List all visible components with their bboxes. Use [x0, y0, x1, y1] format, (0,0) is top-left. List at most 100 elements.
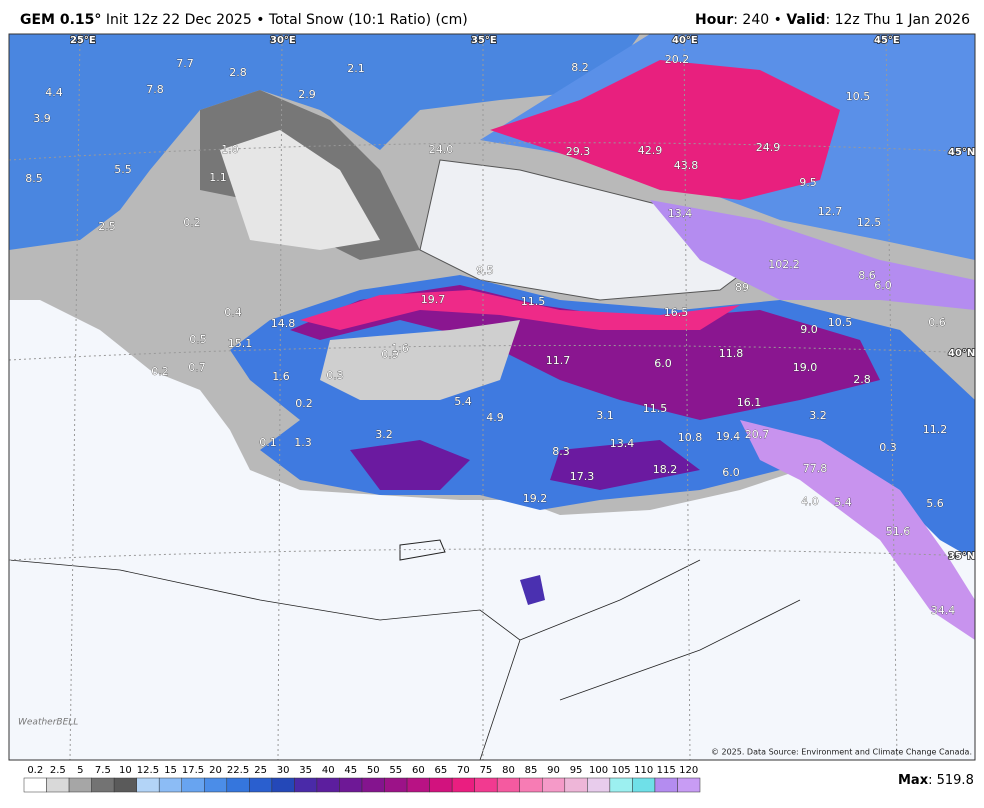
point-value: 34.4: [931, 604, 956, 617]
snow-pale: [220, 130, 380, 250]
colorbar-label: 95: [570, 765, 583, 776]
color-swatch: [158, 777, 182, 793]
color-swatch: [226, 777, 250, 793]
grid-label: 40°E: [672, 35, 698, 46]
point-value: 11.8: [719, 347, 744, 360]
color-swatch: [68, 777, 92, 793]
point-value: 4.4: [45, 86, 63, 99]
point-value: 0.3: [879, 441, 897, 454]
colorbar-label: 110: [634, 765, 653, 776]
colorbar-label: 60: [412, 765, 425, 776]
point-value: 0.2: [151, 365, 169, 378]
colorbar-label: 75: [480, 765, 493, 776]
map: 25°E 30°E 35°E 40°E 45°E 45°N 40°N 35°N 4.4 7.7 2.…: [9, 34, 975, 760]
point-value: 6.0: [722, 466, 740, 479]
point-value: 0.1: [259, 436, 277, 449]
grid-label: 45°E: [874, 35, 900, 46]
point-value: 10.8: [678, 431, 703, 444]
colorbar-label: 25: [254, 765, 267, 776]
point-value: 8.2: [571, 61, 589, 74]
grid-label: 45°N: [948, 147, 975, 158]
map-frame: [8, 33, 976, 761]
point-value: 20.7: [745, 428, 770, 441]
point-value: 11.5: [521, 295, 546, 308]
point-value: 24.9: [756, 141, 781, 154]
colorbar-label: 12.5: [137, 765, 159, 776]
colorbar-label: 2.5: [50, 765, 66, 776]
point-value: 9.5: [799, 176, 817, 189]
point-value: 2.8: [229, 66, 247, 79]
color-swatch: [271, 777, 295, 793]
color-swatch: [406, 777, 430, 793]
color-swatch: [632, 777, 656, 793]
color-swatch: [474, 777, 498, 793]
colorbar-label: 17.5: [182, 765, 204, 776]
color-swatch: [654, 777, 678, 793]
point-value: 2.1: [347, 62, 365, 75]
plateau: [320, 320, 520, 400]
colorbar-label: 115: [657, 765, 676, 776]
point-value: 77.8: [803, 462, 828, 475]
point-value: 5.4: [834, 496, 852, 509]
color-swatch: [496, 777, 520, 793]
point-value: 6.0: [654, 357, 672, 370]
point-value: 8.6: [858, 269, 876, 282]
color-swatch: [46, 777, 70, 793]
point-value: 1.0: [221, 143, 239, 156]
grid-label: 40°N: [948, 348, 975, 359]
point-value: 19.0: [793, 361, 818, 374]
point-value: 12.7: [818, 205, 843, 218]
snow-zagros: [740, 420, 975, 640]
color-swatch: [451, 777, 475, 793]
snow-purple: [290, 285, 880, 420]
colorbar-label: 10: [119, 765, 132, 776]
hour-value: : 240 •: [733, 12, 782, 28]
point-value: 5.5: [114, 163, 132, 176]
colorbar-label: 65: [434, 765, 447, 776]
point-value: 42.9: [638, 144, 663, 157]
point-value: 6.0: [874, 279, 892, 292]
colorbar-label: 7.5: [95, 765, 111, 776]
color-swatch: [361, 777, 385, 793]
colorbar-label: 45: [344, 765, 357, 776]
color-swatch: [294, 777, 318, 793]
color-swatch: [384, 777, 408, 793]
point-value: 8.5: [25, 172, 43, 185]
point-value: 0.7: [188, 361, 206, 374]
grid-label: 25°E: [70, 35, 96, 46]
point-value: 2.9: [298, 88, 316, 101]
point-value: 1.6: [272, 370, 290, 383]
max-value: : 519.8: [928, 773, 974, 788]
logo: WeatherBELL: [18, 718, 78, 728]
max-label: Max: [898, 773, 929, 788]
color-swatch: [339, 777, 363, 793]
grid-label: 35°N: [948, 551, 975, 562]
point-value: 13.4: [610, 437, 635, 450]
point-value: 11.5: [643, 402, 668, 415]
point-value: 3.2: [375, 428, 393, 441]
values-layer: 25°E 30°E 35°E 40°E 45°E 45°N 40°N 35°N 4.4 7.7 2.…: [25, 34, 975, 617]
hour-label: Hour: [695, 12, 733, 28]
point-value: 4.9: [486, 411, 504, 424]
point-value: 51.6: [886, 525, 911, 538]
point-value: 1.6: [391, 342, 409, 355]
point-value: 11.2: [923, 423, 948, 436]
colorbar-label: 30: [277, 765, 290, 776]
max: Max: 519.8: [898, 773, 974, 788]
colorbar-label: 40: [322, 765, 335, 776]
snow-lebanon: [520, 575, 545, 605]
point-value: 9.5: [476, 264, 494, 277]
point-value: 17.3: [570, 470, 595, 483]
point-value: 3.2: [809, 409, 827, 422]
header-left: GEM 0.15° Init 12z 22 Dec 2025 • Total S…: [20, 12, 468, 28]
header-right: Hour: 240 • Valid: 12z Thu 1 Jan 2026: [695, 12, 970, 28]
snow-magenta: [490, 60, 840, 200]
copyright: © 2025. Data Source: Environment and Cli…: [711, 748, 972, 757]
color-swatch: [609, 777, 633, 793]
colorbar-label: 20: [209, 765, 222, 776]
colorbar-label: 105: [612, 765, 631, 776]
point-value: 19.4: [716, 430, 741, 443]
color-swatch: [519, 777, 543, 793]
colorbar-label: 5: [77, 765, 83, 776]
point-value: 11.7: [546, 354, 571, 367]
